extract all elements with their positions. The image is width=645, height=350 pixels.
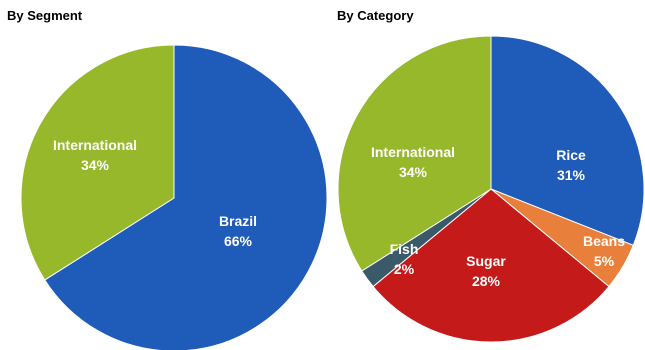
category-label-beans: Beans 5% xyxy=(583,233,625,269)
category-label-rice: Rice 31% xyxy=(556,147,586,183)
segment-slice-international xyxy=(20,44,175,281)
segment-chart-title: By Segment xyxy=(7,8,83,23)
category-label-fish: Fish 2% xyxy=(390,241,419,277)
segment-label-international: International 34% xyxy=(53,137,137,173)
category-slice-international xyxy=(337,35,492,272)
segment-pie: Brazil 66% International 34% xyxy=(20,44,328,350)
category-label-international: International 34% xyxy=(371,144,455,180)
category-slice-rice xyxy=(490,35,645,246)
segment-slice-brazil xyxy=(44,44,328,350)
category-slice-sugar xyxy=(372,188,610,343)
category-chart-title: By Category xyxy=(337,8,414,23)
segment-label-brazil: Brazil 66% xyxy=(219,213,257,249)
category-pie: Rice 31% Beans 5% Sugar 28% Fish 2% Internationa… xyxy=(337,35,645,343)
category-label-sugar: Sugar 28% xyxy=(466,253,506,289)
